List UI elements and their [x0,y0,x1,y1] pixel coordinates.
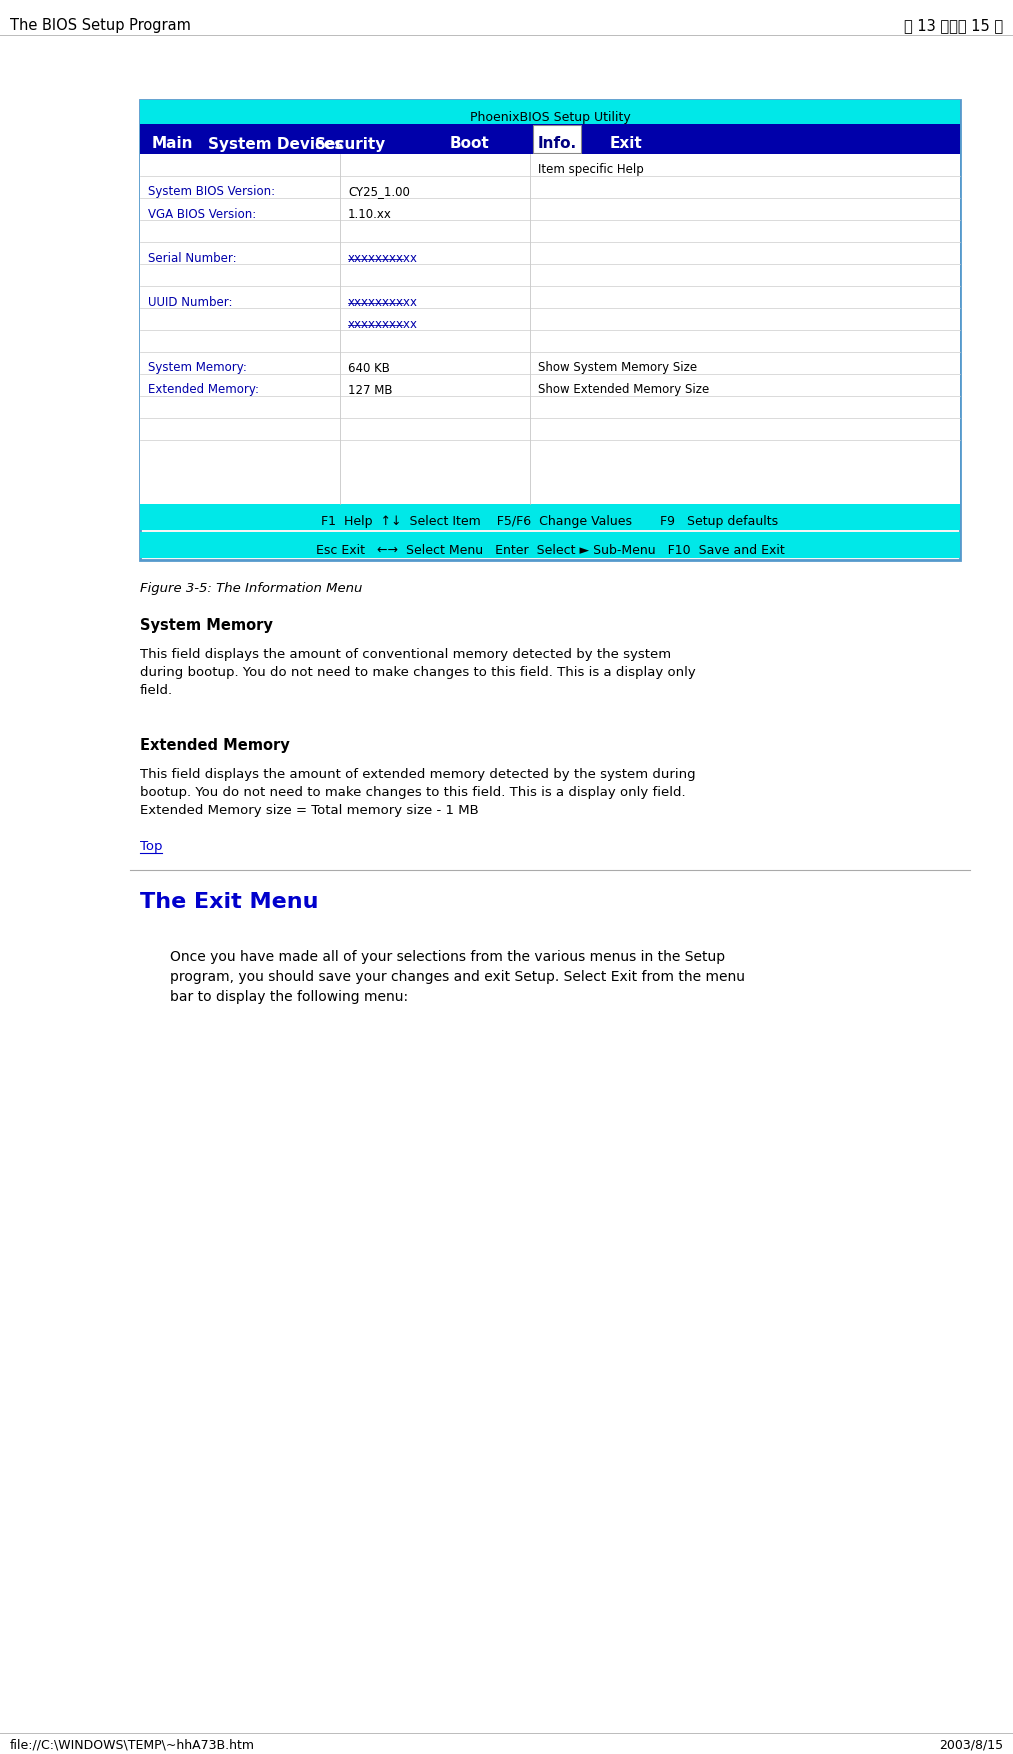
Bar [140,503,960,530]
Text: bar to display the following menu:: bar to display the following menu: [170,989,408,1003]
Text: Figure 3-5: The Information Menu: Figure 3-5: The Information Menu [140,582,363,595]
Text: Exit: Exit [610,137,643,151]
Text: System Memory:: System Memory: [148,361,247,375]
Bar [140,154,960,503]
Bar [140,100,960,560]
Text: Item specific Help: Item specific Help [538,163,643,177]
Text: Extended Memory: Extended Memory [140,738,290,752]
Text: Main: Main [152,137,193,151]
Bar [140,100,960,125]
Text: Show System Memory Size: Show System Memory Size [538,361,697,375]
Text: Top: Top [140,840,162,852]
Text: Extended Memory size = Total memory size - 1 MB: Extended Memory size = Total memory size… [140,803,479,817]
Text: This field displays the amount of conventional memory detected by the system: This field displays the amount of conven… [140,647,672,661]
Text: System Devices: System Devices [208,137,343,151]
Text: Esc Exit   ←→  Select Menu   Enter  Select ► Sub-Menu   F10  Save and Exit: Esc Exit ←→ Select Menu Enter Select ► S… [316,544,784,556]
Text: 2003/8/15: 2003/8/15 [939,1738,1003,1750]
Text: xxxxxxxxxx: xxxxxxxxxx [348,251,418,265]
Text: The BIOS Setup Program: The BIOS Setup Program [10,18,190,33]
Text: The Exit Menu: The Exit Menu [140,893,318,912]
Text: file://C:\WINDOWS\TEMP\~hhA73B.htm: file://C:\WINDOWS\TEMP\~hhA73B.htm [10,1738,255,1750]
Text: Info.: Info. [538,137,576,151]
Text: UUID Number:: UUID Number: [148,295,233,309]
Text: Extended Memory:: Extended Memory: [148,384,259,396]
Text: 1.10.xx: 1.10.xx [348,207,392,221]
Text: during bootup. You do not need to make changes to this field. This is a display : during bootup. You do not need to make c… [140,667,696,679]
Text: System BIOS Version:: System BIOS Version: [148,186,276,198]
Bar [140,125,960,154]
Text: Show Extended Memory Size: Show Extended Memory Size [538,384,709,396]
Text: Serial Number:: Serial Number: [148,251,237,265]
Text: 640 KB: 640 KB [348,361,390,375]
Bar [533,125,581,153]
Text: This field displays the amount of extended memory detected by the system during: This field displays the amount of extend… [140,768,696,781]
Text: 127 MB: 127 MB [348,384,392,396]
Bar [140,531,960,558]
Text: xxxxxxxxxx: xxxxxxxxxx [348,317,418,330]
Text: program, you should save your changes and exit Setup. Select Exit from the menu: program, you should save your changes an… [170,970,745,984]
Text: F1  Help  ↑↓  Select Item    F5/F6  Change Values       F9   Setup defaults: F1 Help ↑↓ Select Item F5/F6 Change Valu… [321,516,779,528]
Text: Boot: Boot [450,137,489,151]
Text: Security: Security [315,137,386,151]
Text: bootup. You do not need to make changes to this field. This is a display only fi: bootup. You do not need to make changes … [140,786,686,800]
Text: VGA BIOS Version:: VGA BIOS Version: [148,207,256,221]
Text: Once you have made all of your selections from the various menus in the Setup: Once you have made all of your selection… [170,951,725,965]
Text: field.: field. [140,684,173,696]
Text: xxxxxxxxxx: xxxxxxxxxx [348,295,418,309]
Text: CY25_1.00: CY25_1.00 [348,186,410,198]
Text: 第 13 頁，共 15 頁: 第 13 頁，共 15 頁 [904,18,1003,33]
Text: System Memory: System Memory [140,617,272,633]
Text: PhoenixBIOS Setup Utility: PhoenixBIOS Setup Utility [470,111,630,123]
